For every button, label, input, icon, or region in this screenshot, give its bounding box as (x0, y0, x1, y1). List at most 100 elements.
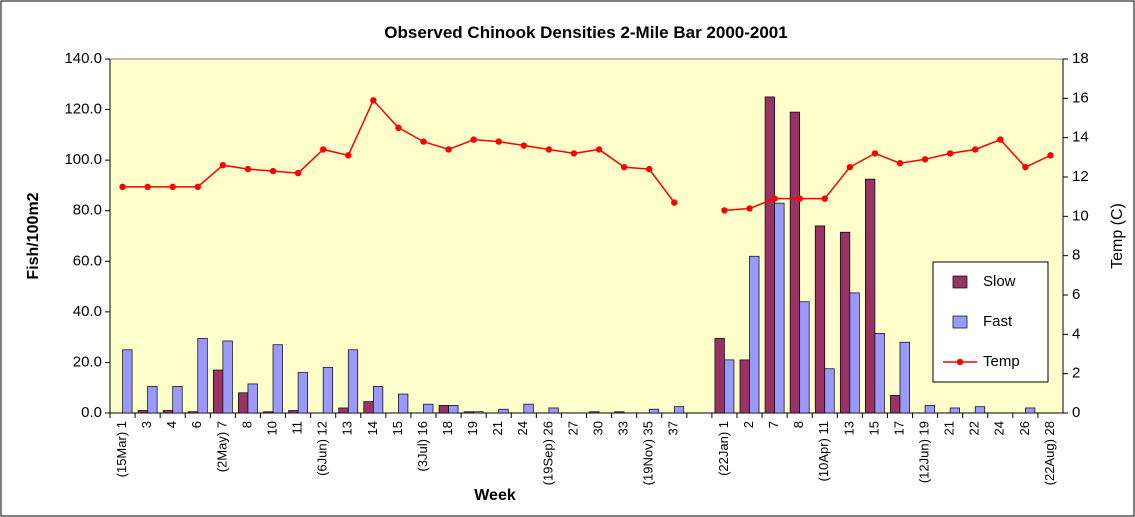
y-tick-label: 120.0 (64, 101, 102, 118)
line-marker (846, 163, 854, 171)
x-tick-label: 13 (841, 421, 856, 435)
bar (1025, 407, 1036, 414)
x-tick-label: 27 (565, 421, 580, 435)
line-marker (119, 183, 126, 191)
x-tick-label: 13 (340, 421, 355, 435)
x-tick-label: 14 (365, 421, 380, 435)
x-tick-label: 24 (992, 421, 1007, 435)
line-marker (495, 138, 502, 145)
legend-swatch (956, 358, 964, 366)
line-marker (1022, 163, 1029, 171)
bar (739, 359, 750, 414)
x-tick-label: 2 (741, 421, 756, 428)
bar (799, 301, 810, 414)
bar (865, 178, 876, 414)
x-tick-label: 22 (967, 421, 982, 435)
line-marker (620, 163, 628, 171)
x-tick-label: 21 (942, 421, 957, 435)
legend-label: Fast (983, 313, 1013, 330)
bar (347, 349, 359, 414)
y2-tick-label: 8 (1072, 247, 1080, 264)
y-axis-title: Fish/100m2 (25, 192, 42, 279)
line-marker (972, 146, 979, 153)
y-tick-label: 20.0 (73, 353, 102, 370)
bar (272, 344, 283, 414)
bar (147, 386, 158, 414)
plot-area (109, 58, 1064, 414)
x-tick-label: 8 (791, 421, 806, 428)
y2-tick-label: 18 (1072, 50, 1089, 67)
bar (212, 369, 224, 414)
line-marker (219, 162, 227, 169)
line-marker (470, 136, 477, 143)
line-marker (896, 160, 904, 167)
bar (724, 359, 735, 414)
line-marker (595, 146, 603, 153)
line-marker (294, 169, 302, 177)
line-marker (445, 146, 452, 153)
line-marker (545, 146, 553, 153)
line-marker (746, 205, 753, 212)
bar (363, 401, 374, 414)
bar (824, 368, 835, 414)
y2-tick-label: 14 (1072, 129, 1089, 146)
bar (673, 406, 685, 414)
bar (774, 202, 785, 414)
bar (839, 231, 851, 414)
x-tick-label: 4 (164, 421, 179, 428)
line-marker (946, 150, 954, 157)
line-marker (997, 136, 1004, 143)
line-marker (269, 167, 277, 175)
bar (614, 411, 625, 414)
y2-tick-label: 10 (1072, 207, 1089, 224)
y2-tick-label: 4 (1072, 325, 1080, 342)
x-tick-label: 17 (891, 421, 906, 435)
bar (949, 407, 961, 414)
x-tick-label: (12Jun) 19 (917, 421, 932, 483)
x-axis-title: Week (474, 487, 516, 504)
bar (589, 411, 600, 414)
x-tick-label: 33 (616, 421, 631, 435)
line-marker (645, 165, 653, 173)
bar (172, 386, 183, 414)
bar (222, 340, 233, 414)
x-tick-label: 3 (139, 421, 154, 428)
x-tick-label: (19Sep) 26 (540, 421, 555, 485)
bar (438, 405, 449, 414)
bar (548, 407, 559, 414)
x-tick-label: (19Nov) 35 (641, 421, 656, 485)
bar (398, 393, 409, 414)
x-tick-label: 6 (189, 421, 204, 428)
line-marker (570, 150, 578, 157)
bar (899, 341, 910, 414)
line-marker (721, 207, 728, 214)
line-marker (169, 183, 176, 191)
x-tick-label: 10 (264, 421, 279, 435)
bar (974, 406, 986, 414)
bar (648, 408, 660, 414)
x-tick-label: 24 (515, 421, 530, 435)
legend-label: Slow (983, 273, 1016, 290)
x-tick-label: (15Mar) 1 (114, 421, 129, 477)
bar (247, 383, 258, 414)
x-tick-label: 11 (290, 421, 305, 435)
x-tick-label: 37 (666, 421, 681, 435)
bar (498, 408, 509, 414)
x-tick-label: 8 (239, 421, 254, 428)
bar (423, 403, 434, 414)
legend-label: Temp (983, 353, 1020, 370)
bar (924, 405, 935, 414)
bar (473, 411, 484, 414)
line-marker (395, 124, 402, 132)
x-tick-label: 30 (590, 421, 605, 435)
line-marker (520, 142, 528, 149)
bar (162, 410, 174, 414)
bar (849, 292, 860, 414)
bar (187, 411, 199, 414)
y2-tick-label: 0 (1072, 404, 1080, 421)
chart-title: Observed Chinook Densities 2-Mile Bar 20… (384, 23, 787, 42)
line-marker (771, 195, 778, 202)
y2-tick-label: 2 (1072, 365, 1080, 382)
y2-tick-label: 12 (1072, 168, 1089, 185)
